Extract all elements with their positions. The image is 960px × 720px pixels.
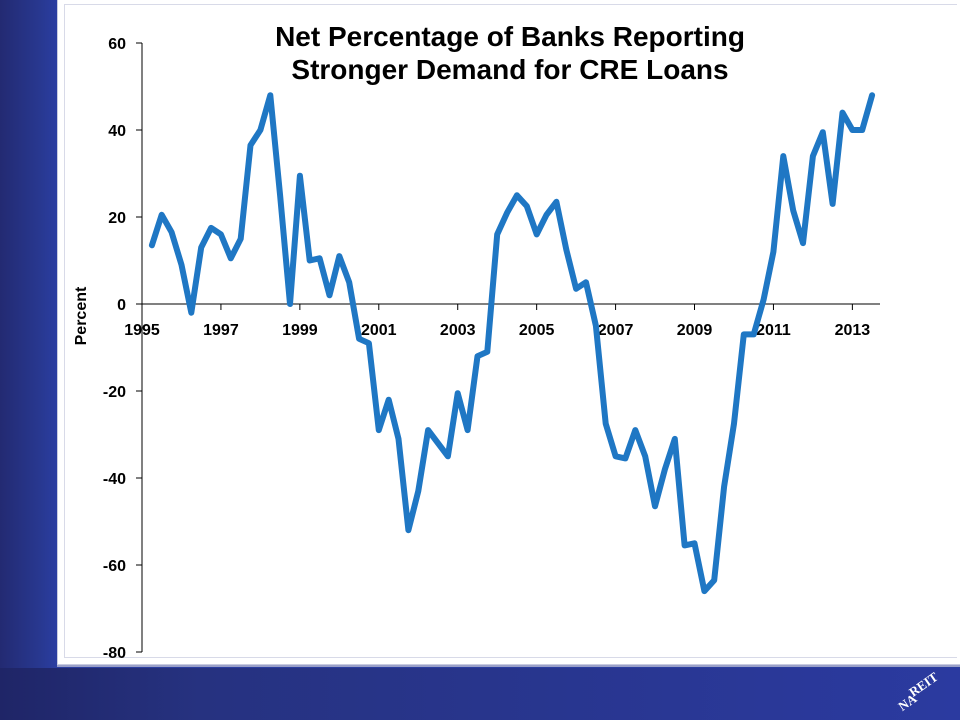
bottom-band [0, 668, 960, 720]
y-tick-label: -80 [103, 645, 126, 662]
x-tick-label: 1999 [282, 322, 318, 339]
x-tick-label: 2007 [598, 322, 634, 339]
x-tick-label: 2011 [756, 322, 791, 339]
chart-title: Net Percentage of Banks Reporting Strong… [180, 20, 840, 86]
y-tick-label: -60 [103, 558, 126, 575]
series-line [148, 92, 876, 595]
y-tick-label: -40 [103, 471, 126, 488]
y-axis-ticks: 60 40 20 0 -20 -40 -60 -80 [103, 36, 142, 662]
panel-border [64, 4, 957, 658]
y-tick-label: 60 [108, 36, 126, 53]
y-tick-label: 20 [108, 210, 126, 227]
chart-title-line1: Net Percentage of Banks Reporting [275, 21, 745, 52]
slide-panel [58, 0, 960, 664]
x-tick-label: 2003 [440, 322, 476, 339]
y-tick-label: 40 [108, 123, 126, 140]
y-axis-label: Percent [73, 286, 90, 345]
x-tick-label: 2005 [519, 322, 555, 339]
series-group [148, 92, 876, 595]
y-tick-label: 0 [117, 297, 126, 314]
y-tick-label: -20 [103, 384, 126, 401]
x-tick-label: 2013 [835, 322, 871, 339]
x-tick-label: 2001 [361, 322, 397, 339]
chart-title-line2: Stronger Demand for CRE Loans [291, 54, 729, 85]
x-tick-label: 2009 [677, 322, 713, 339]
x-axis-ticks: 1995 1997 1999 2001 2003 2005 2007 2009 2011 2013 [124, 304, 870, 339]
nareit-logo-icon: REIT NA [895, 669, 941, 714]
x-tick-label: 1997 [203, 322, 239, 339]
